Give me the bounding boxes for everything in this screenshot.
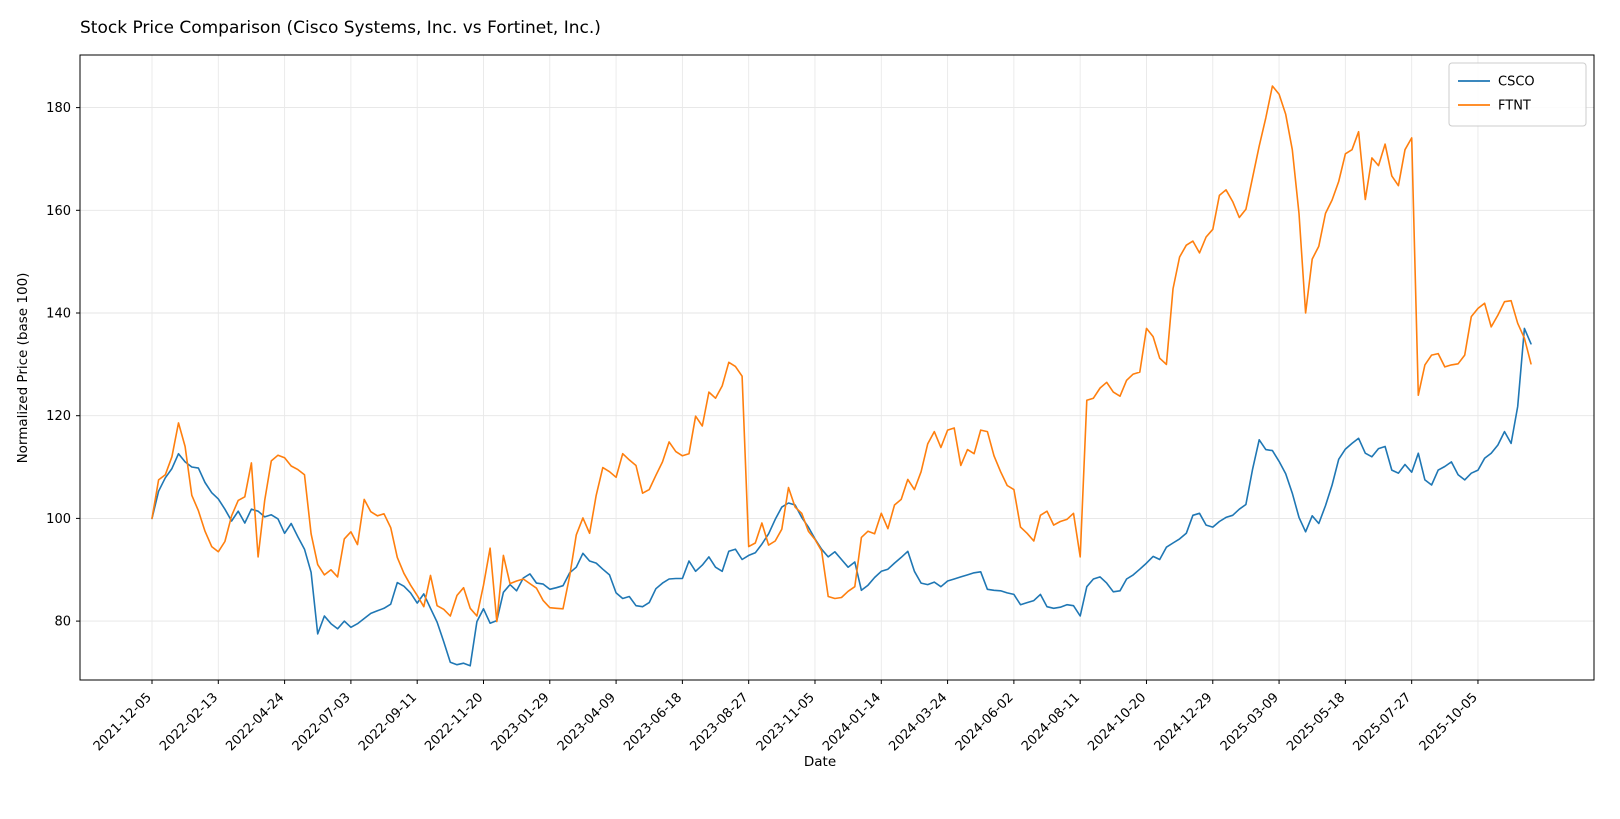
x-tick-label: 2024-08-11 xyxy=(1019,690,1083,754)
y-tick-label: 180 xyxy=(46,101,71,116)
legend-box xyxy=(1448,62,1587,127)
plot-border xyxy=(79,54,1595,681)
x-tick-label: 2024-10-20 xyxy=(1085,690,1149,754)
y-tick-label: 140 xyxy=(46,307,71,322)
x-tick-label: 2022-11-20 xyxy=(422,690,486,754)
y-tick-label: 80 xyxy=(54,615,71,630)
x-tick-label: 2024-12-29 xyxy=(1152,690,1216,754)
x-tick-label: 2023-08-27 xyxy=(687,690,751,754)
y-axis-label: Normalized Price (base 100) xyxy=(15,273,31,464)
y-tick-label: 160 xyxy=(46,204,71,219)
x-tick-label: 2023-06-18 xyxy=(621,690,685,754)
x-tick-label: 2023-11-05 xyxy=(754,690,818,754)
x-tick-label: 2025-07-27 xyxy=(1350,690,1414,754)
x-tick-label: 2025-10-05 xyxy=(1417,690,1481,754)
x-tick-label: 2022-09-11 xyxy=(356,690,420,754)
x-tick-label: 2022-02-13 xyxy=(157,690,221,754)
data-series xyxy=(151,85,1532,667)
x-axis-label: Date xyxy=(804,754,836,770)
legend: CSCO FTNT xyxy=(1448,62,1587,127)
x-tick-label: 2024-03-24 xyxy=(886,690,950,754)
x-tick-label: 2024-01-14 xyxy=(820,690,884,754)
x-tick-label: 2022-04-24 xyxy=(223,690,287,754)
chart-title: Stock Price Comparison (Cisco Systems, I… xyxy=(80,18,601,38)
y-tick-label: 120 xyxy=(46,409,71,424)
grid-lines xyxy=(80,55,1594,680)
y-tick-label: 100 xyxy=(46,512,71,527)
x-tick-label: 2023-04-09 xyxy=(555,690,619,754)
x-tick-label: 2021-12-05 xyxy=(91,690,155,754)
x-tick-label: 2023-01-29 xyxy=(489,690,553,754)
x-tick-label: 2024-06-02 xyxy=(953,690,1017,754)
x-tick-label: 2022-07-03 xyxy=(290,690,354,754)
legend-label-csco: CSCO xyxy=(1498,75,1535,90)
x-tick-label: 2025-03-09 xyxy=(1218,690,1282,754)
x-tick-label: 2025-05-18 xyxy=(1284,690,1348,754)
series-line-ftnt xyxy=(151,85,1532,623)
legend-label-ftnt: FTNT xyxy=(1498,99,1531,114)
series-line-csco xyxy=(151,327,1532,667)
axes xyxy=(76,54,1595,684)
